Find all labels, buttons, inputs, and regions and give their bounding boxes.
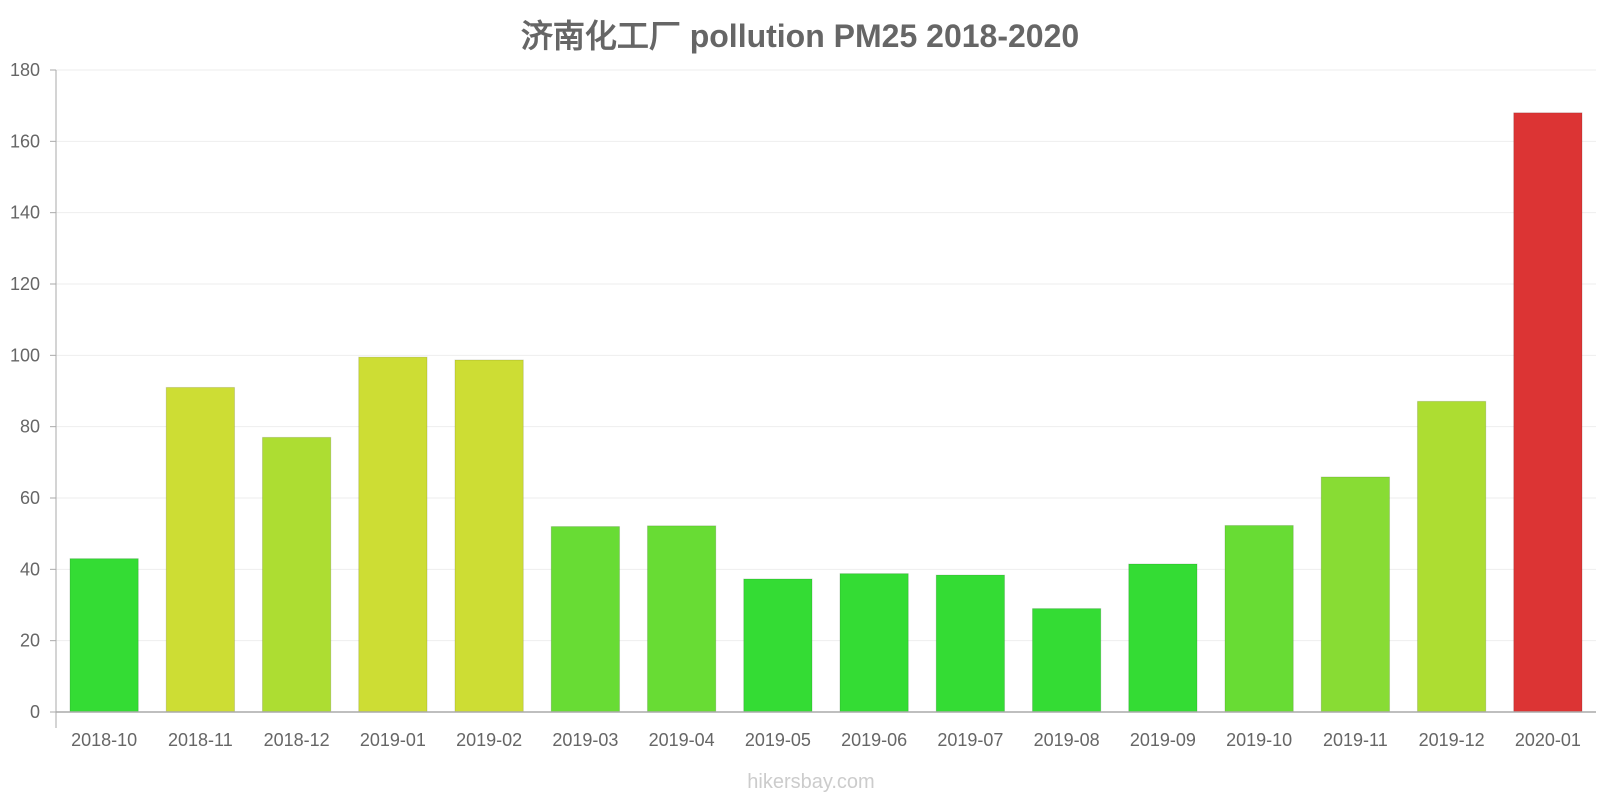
bar-2019-12[interactable] [1416,400,1487,713]
x-tick-label: 2019-08 [1034,730,1100,750]
bar-2019-01[interactable] [358,356,428,713]
x-tick-label: 2019-06 [841,730,907,750]
bar-series [69,112,1583,713]
x-tick-label: 2019-12 [1419,730,1485,750]
y-tick-label: 160 [10,131,40,151]
bar-2019-03[interactable] [550,526,621,713]
y-tick-label: 40 [20,559,40,579]
y-tick-label: 20 [20,631,40,651]
y-tick-label: 60 [20,488,40,508]
bar-2019-07[interactable] [935,574,1006,713]
y-tick-label: 0 [30,702,40,722]
bar-2019-04[interactable] [646,525,717,713]
x-axis-ticks: 2018-10 2018-11 2018-12 2019-01 2019-02 2019-… [71,730,1581,750]
x-tick-label: 2018-12 [264,730,330,750]
bar-2019-10[interactable] [1224,524,1294,713]
y-tick-label: 80 [20,417,40,437]
bar-2018-12[interactable] [261,436,332,713]
bar-2020-01[interactable] [1513,112,1583,713]
bar-2019-11[interactable] [1320,476,1391,713]
x-tick-label: 2019-03 [552,730,618,750]
y-tick-label: 180 [10,60,40,80]
bar-2019-06[interactable] [839,573,909,713]
x-tick-label: 2018-11 [168,730,233,750]
bar-2019-08[interactable] [1031,608,1102,713]
x-tick-label: 2019-11 [1323,730,1388,750]
x-tick-label: 2019-05 [745,730,811,750]
bar-2018-10[interactable] [69,558,139,713]
bar-2019-09[interactable] [1128,563,1198,713]
x-tick-label: 2019-09 [1130,730,1196,750]
y-tick-label: 100 [10,345,40,365]
bar-2018-11[interactable] [165,386,236,713]
x-tick-label: 2019-10 [1226,730,1292,750]
y-axis-ticks: 0 20 40 60 80 100 120 140 160 180 [10,60,56,722]
y-tick-label: 120 [10,274,40,294]
x-tick-label: 2019-07 [937,730,1003,750]
x-tick-label: 2019-02 [456,730,522,750]
chart-title: 济南化工厂 pollution PM25 2018-2020 [521,18,1079,54]
x-tick-label: 2019-04 [649,730,715,750]
x-tick-label: 2018-10 [71,730,137,750]
bar-2019-05[interactable] [743,578,813,713]
x-tick-label: 2020-01 [1515,730,1581,750]
watermark: hikersbay.com [747,771,874,793]
bar-2019-02[interactable] [454,359,524,713]
y-tick-label: 140 [10,203,40,223]
x-tick-label: 2019-01 [360,730,426,750]
